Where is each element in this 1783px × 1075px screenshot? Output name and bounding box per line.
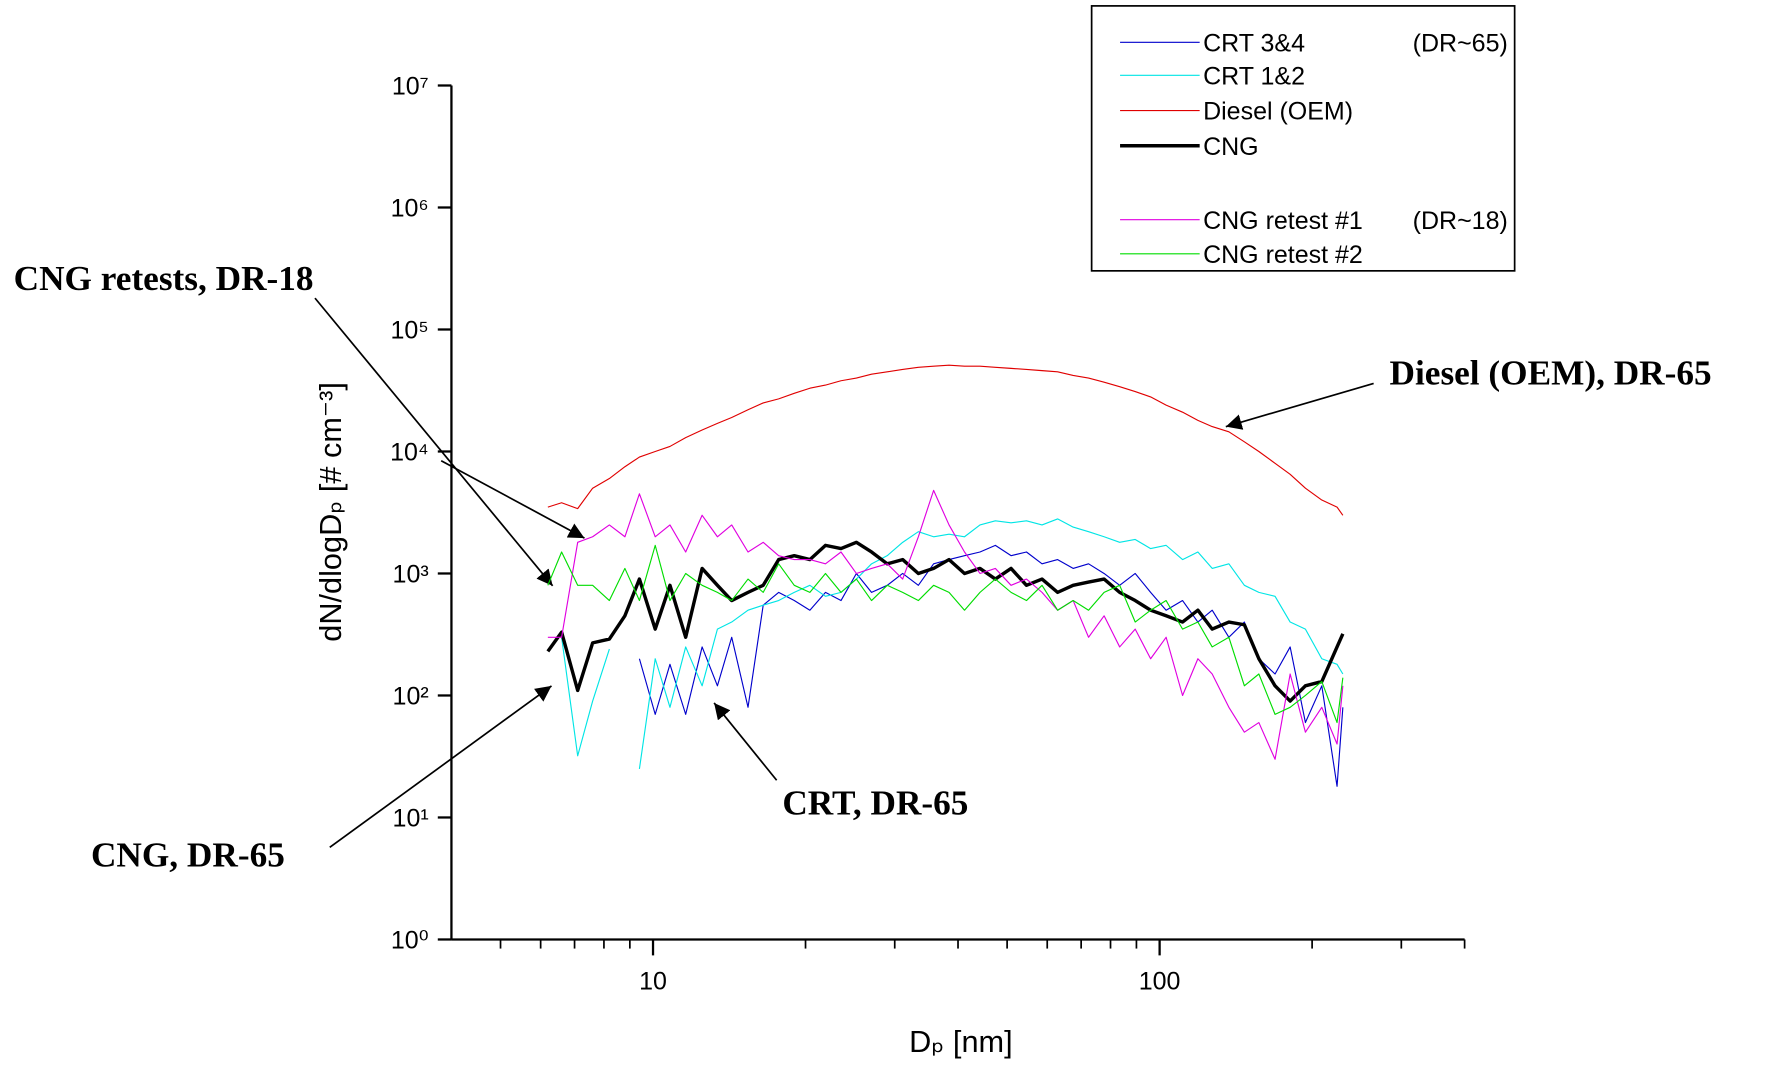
y-tick-label: 10²: [393, 683, 429, 711]
legend-label: CNG retest #2: [1203, 241, 1363, 269]
series-line: [547, 364, 1344, 516]
legend-label: Diesel (OEM): [1203, 98, 1353, 126]
annotation: CNG retests, DR-18: [14, 259, 314, 298]
arrow: [329, 685, 553, 849]
arrow: [440, 459, 585, 539]
x-tick-label: 100: [1139, 968, 1181, 996]
y-tick-label: 10³: [393, 561, 429, 589]
annotation: Diesel (OEM), DR-65: [1390, 354, 1712, 393]
series-line: [547, 489, 1344, 760]
annotation: CNG, DR-65: [91, 836, 285, 875]
series-line: [546, 540, 1345, 703]
series-line: [547, 544, 1344, 724]
annotation: CRT, DR-65: [782, 783, 968, 822]
y-axis-label: dN/dlogDₚ [# cm⁻³]: [313, 382, 348, 642]
arrows: [314, 297, 1374, 849]
y-tick-label: 10⁰: [391, 927, 429, 955]
arrow: [314, 297, 554, 587]
legend-label: CRT 1&2: [1203, 62, 1305, 90]
legend-note: (DR~65): [1413, 29, 1508, 57]
x-tick-label: 10: [639, 968, 667, 996]
series-line: [561, 518, 1344, 770]
arrow: [1225, 382, 1374, 430]
x-axis-label: Dₚ [nm]: [909, 1024, 1013, 1059]
legend-label: CRT 3&4: [1203, 29, 1305, 57]
y-tick-label: 10⁷: [392, 73, 429, 101]
legend-label: CNG: [1203, 133, 1259, 161]
y-tick-label: 10⁶: [391, 195, 429, 223]
y-tick-label: 10⁵: [391, 317, 429, 345]
series-line: [638, 544, 1344, 787]
arrow: [713, 702, 778, 781]
legend-box: [1090, 5, 1516, 272]
y-tick-label: 10¹: [393, 805, 429, 833]
legend-note: (DR~18): [1413, 207, 1508, 235]
legend-label: CNG retest #1: [1203, 207, 1363, 235]
y-tick-label: 10⁴: [390, 439, 429, 467]
